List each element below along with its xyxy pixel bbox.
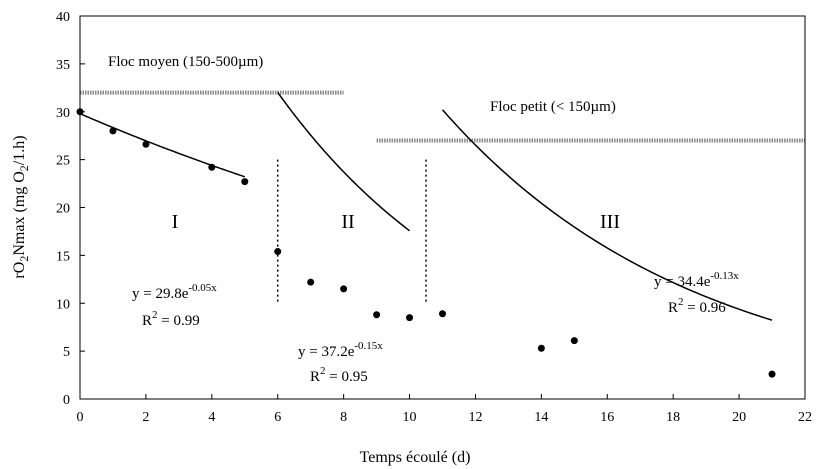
plot-frame [79, 15, 806, 400]
fit-r2-3: R2 = 0.96 [668, 296, 726, 316]
fit-curve-1 [79, 112, 246, 178]
data-point-phase-1 [109, 127, 117, 135]
floc-band-label-medium: Floc moyen (150-500µm) [108, 54, 263, 70]
data-point-phase-1 [241, 178, 249, 186]
x-tick-label: 22 [798, 410, 812, 425]
data-point-phase-3 [768, 370, 776, 378]
x-axis-title: Temps écoulé (d) [360, 449, 471, 466]
y-tick-label: 25 [56, 154, 70, 169]
y-axis-title: rO2Nmax (mg O2/1.h) [11, 135, 31, 278]
x-tick-label: 2 [142, 410, 149, 425]
y-tick-label: 15 [56, 249, 70, 264]
y-tick-label: 40 [56, 10, 70, 25]
data-point-phase-2 [340, 285, 348, 293]
phase-label-2: II [341, 211, 354, 233]
x-tick-label: 4 [208, 410, 215, 425]
fit-equation-1: y = 29.8e-0.05x [132, 282, 217, 302]
y-axis-title-rendered: rO2Nmax (mg O2/1.h) [11, 135, 31, 278]
phase-label-3: III [600, 211, 620, 233]
data-point-phase-1 [142, 140, 150, 148]
phase-label-1: I [172, 211, 179, 233]
fit-r2-2: R2 = 0.95 [310, 365, 368, 385]
x-tick-label: 16 [600, 410, 614, 425]
y-tick-label: 5 [63, 345, 70, 360]
data-point-phase-3 [570, 337, 578, 345]
x-tick-label: 8 [340, 410, 347, 425]
data-point-phase-2 [307, 278, 315, 286]
data-point-phase-3 [537, 344, 545, 352]
y-tick-label: 20 [56, 202, 70, 217]
y-tick-label: 35 [56, 58, 70, 73]
fit-equation-3: y = 34.4e-0.13x [654, 270, 739, 290]
data-point-phase-2 [406, 314, 414, 322]
fit-equation-2: y = 37.2e-0.15x [298, 340, 383, 360]
data-point-phase-3 [439, 310, 446, 318]
x-tick-label: 0 [77, 410, 84, 425]
fit-r2-1: R2 = 0.99 [142, 309, 200, 329]
x-tick-label: 10 [403, 410, 417, 425]
floc-band-label-small: Floc petit (< 150µm) [490, 99, 616, 115]
x-tick-label: 6 [274, 410, 281, 425]
y-tick-label: 0 [63, 393, 70, 408]
data-point-phase-1 [208, 163, 216, 171]
fit-curve-3 [441, 109, 773, 321]
x-tick-label: 14 [534, 410, 548, 425]
data-point-phase-2 [274, 248, 282, 256]
data-point-phase-2 [373, 311, 381, 319]
y-tick-label: 30 [56, 106, 70, 121]
fit-curve-2 [277, 91, 411, 232]
x-tick-label: 12 [468, 410, 482, 425]
x-tick-label: 18 [666, 410, 680, 425]
y-tick-label: 10 [56, 297, 70, 312]
x-tick-label: 20 [732, 410, 746, 425]
